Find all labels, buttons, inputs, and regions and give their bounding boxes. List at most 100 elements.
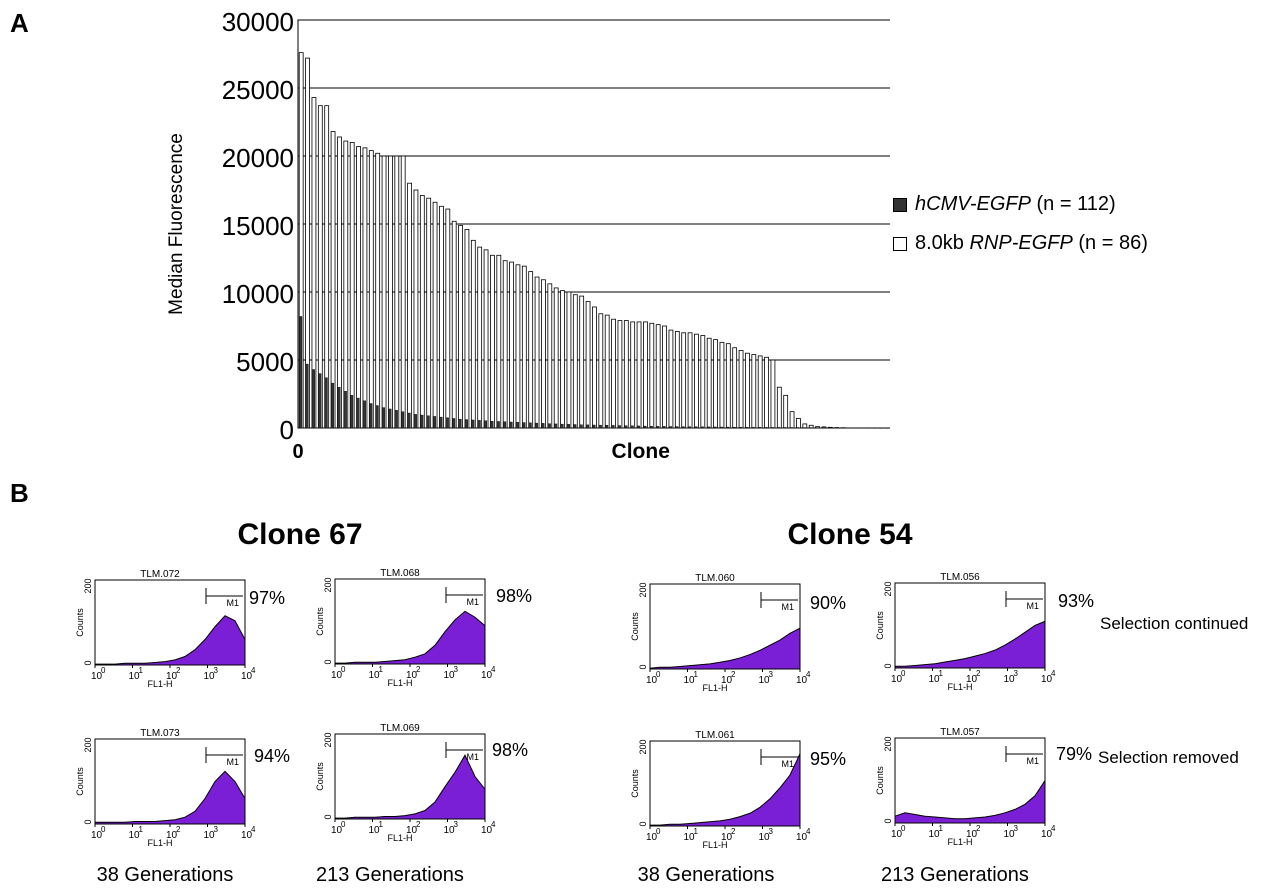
bar-rnp (674, 331, 680, 429)
histogram-fill (94, 615, 246, 666)
y-axis-label: Counts (630, 612, 640, 641)
bar-rnp (464, 229, 470, 429)
x-tick-label: 10 (796, 832, 808, 843)
sample-id: TLM.073 (140, 728, 180, 739)
bar-hcmv (369, 403, 373, 429)
x-tick-exponent: 3 (454, 820, 459, 829)
y-tick-label: 5000 (236, 347, 294, 377)
bar-rnp (694, 333, 699, 429)
bar-hcmv (809, 427, 813, 429)
bar-hcmv (407, 412, 411, 429)
y-max-label: 200 (883, 736, 893, 751)
bar-rnp (783, 394, 789, 429)
x-tick-label: 10 (331, 670, 343, 681)
x-tick-label: 10 (929, 829, 941, 840)
bar-rnp (706, 337, 712, 429)
bar-hcmv (879, 427, 883, 429)
x-tick-label: 10 (684, 675, 696, 686)
gen-label-clone54-a: 38 Generations (637, 864, 775, 886)
bar-hcmv (413, 414, 417, 429)
bar-hcmv (687, 426, 692, 429)
bar-rnp (751, 354, 757, 429)
x-tick-exponent: 0 (901, 669, 906, 678)
bar-rnp (356, 146, 361, 429)
x-tick-label: 10 (241, 830, 253, 841)
bar-hcmv (815, 427, 819, 429)
y-max-label: 200 (323, 732, 333, 747)
bar-rnp (388, 155, 393, 429)
bar-hcmv (636, 425, 641, 429)
y-min-label: 0 (323, 659, 333, 664)
y-axis-label: Counts (875, 766, 885, 795)
bar-rnp (789, 411, 795, 429)
x-tick-exponent: 1 (939, 824, 944, 833)
bar-hcmv (694, 426, 698, 429)
y-min-label: 0 (638, 821, 648, 826)
bar-hcmv (311, 369, 315, 429)
x-tick-exponent: 0 (101, 666, 106, 675)
bar-rnp (451, 220, 457, 429)
x-tick-label: 10 (481, 670, 493, 681)
y-min-label: 0 (638, 664, 648, 669)
x-tick-label: 10 (759, 675, 771, 686)
x-tick-exponent: 2 (176, 825, 181, 834)
bar-hcmv (381, 407, 386, 429)
bar-hcmv (458, 418, 462, 429)
bar-rnp (349, 141, 355, 429)
y-min-label: 0 (883, 663, 893, 668)
x-tick-label: 10 (646, 675, 658, 686)
x-tick-exponent: 3 (769, 670, 774, 679)
x-tick-exponent: 4 (251, 666, 256, 675)
note-selection-continued: Selection continued (1100, 614, 1249, 633)
bar-hcmv (630, 425, 634, 429)
bar-hcmv (860, 427, 864, 429)
x-tick-label: 10 (166, 830, 178, 841)
bar-rnp (572, 294, 578, 429)
bar-hcmv (834, 427, 838, 429)
bar-rnp (413, 189, 419, 429)
legend-entry-rnp: 8.0kb RNP-EGFP (n = 86) (893, 232, 1148, 255)
x-tick-label: 10 (684, 832, 696, 843)
bar-hcmv (509, 421, 513, 429)
x-tick-label: 10 (91, 830, 103, 841)
bar-hcmv (668, 426, 672, 429)
x-tick-exponent: 2 (731, 670, 736, 679)
bar-rnp (636, 321, 642, 429)
x-tick-exponent: 3 (214, 666, 219, 675)
bar-hcmv (681, 426, 685, 429)
x-tick-exponent: 3 (454, 665, 459, 674)
bar-hcmv (515, 422, 519, 429)
histogram-fill (334, 754, 486, 820)
y-tick-label: 20000 (222, 143, 294, 173)
bar-hcmv (866, 427, 870, 429)
gate-label: M1 (226, 598, 239, 608)
bar-rnp (477, 246, 483, 429)
bar-rnp (381, 155, 387, 429)
y-max-label: 200 (638, 739, 648, 754)
bar-hcmv (299, 316, 303, 429)
bar-rnp (585, 301, 591, 429)
bar-hcmv (592, 424, 596, 429)
bar-rnp (592, 306, 597, 429)
x-tick-exponent: 1 (694, 670, 699, 679)
gate-label: M1 (1026, 601, 1039, 611)
bar-hcmv (483, 420, 488, 429)
bar-hcmv (745, 427, 749, 429)
bar-hcmv (439, 416, 443, 429)
bar-hcmv (573, 424, 577, 429)
bar-hcmv (662, 426, 666, 429)
bar-hcmv (840, 427, 845, 429)
bar-hcmv (362, 400, 366, 429)
bar-hcmv (432, 416, 437, 429)
bar-rnp (643, 321, 648, 429)
x-tick-label: 10 (646, 832, 658, 843)
x-tick-label: 10 (204, 830, 216, 841)
bar-hcmv (560, 423, 564, 429)
bar-hcmv (330, 382, 335, 429)
bar-hcmv (464, 419, 468, 429)
bar-rnp (553, 287, 559, 429)
